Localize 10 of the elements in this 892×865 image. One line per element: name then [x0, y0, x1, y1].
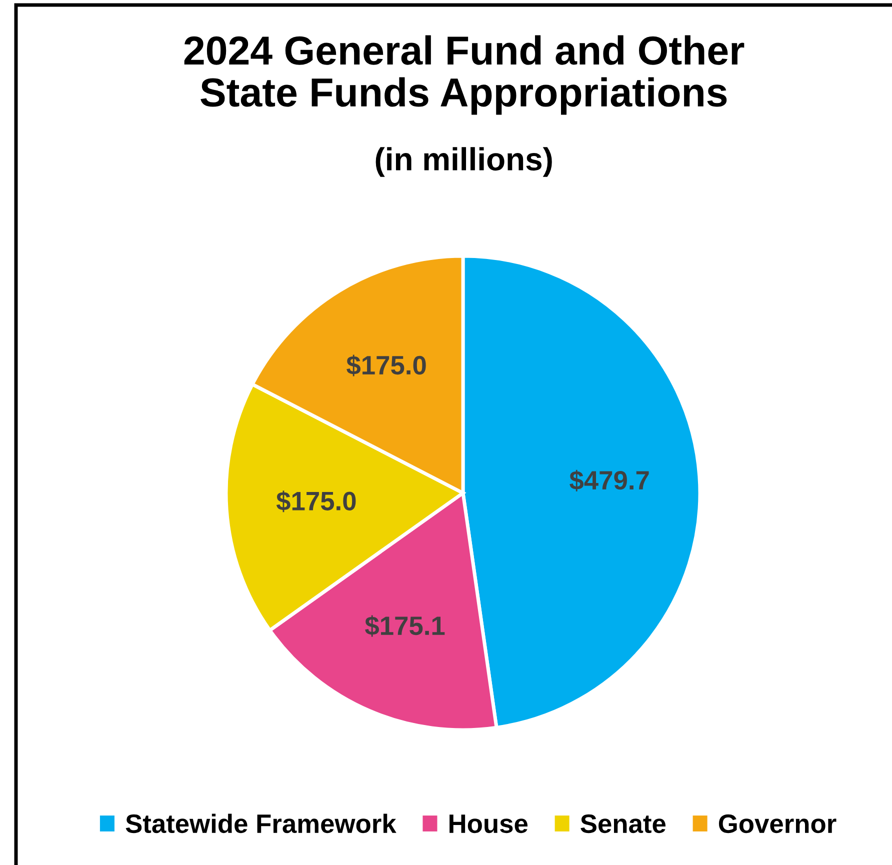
data-label: $479.7: [570, 470, 649, 492]
chart-title: 2024 General Fund and Other State Funds Appropriations: [184, 35, 744, 115]
legend-label: Governor: [718, 814, 836, 834]
legend-label: Statewide Framework: [126, 814, 396, 834]
chart-subtitle: (in millions): [376, 147, 552, 177]
legend-label: House: [450, 814, 528, 834]
data-label: $175.0: [276, 490, 356, 512]
data-label: $175.1: [365, 615, 445, 637]
data-label: $175.0: [346, 354, 426, 376]
legend-label: Senate: [580, 814, 666, 834]
